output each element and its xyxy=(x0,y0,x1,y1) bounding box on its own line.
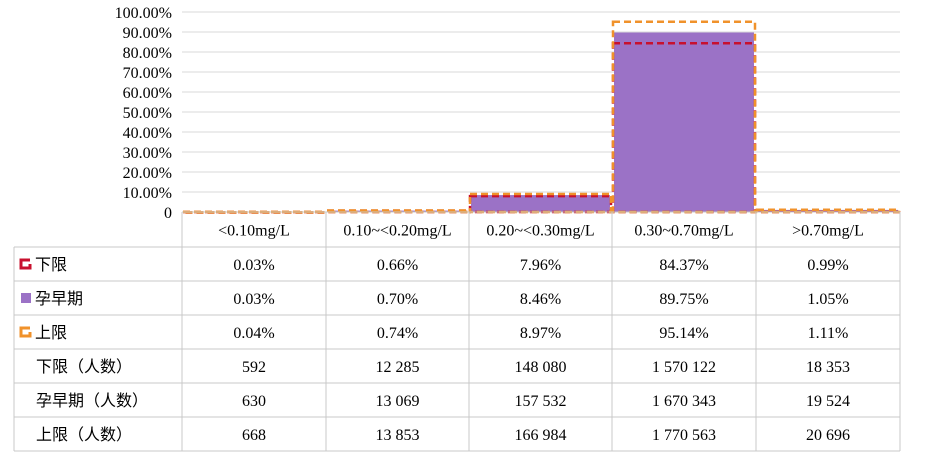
bar-outline-上限 xyxy=(468,192,613,214)
data-label: 95.14% xyxy=(659,325,708,342)
count-value: 13 853 xyxy=(376,427,420,444)
data-label: 0.04% xyxy=(233,325,274,342)
y-tick-label: 40.00% xyxy=(123,125,172,142)
count-value: 668 xyxy=(242,427,266,444)
legend-marker-上限 xyxy=(19,326,32,338)
data-label: 0.03% xyxy=(233,257,274,274)
data-label: 0.66% xyxy=(377,257,418,274)
legend-marker-下限 xyxy=(19,258,32,270)
count-value: 12 285 xyxy=(376,359,420,376)
category-label: >0.70mg/L xyxy=(792,223,864,240)
category-label: 0.20~<0.30mg/L xyxy=(486,223,594,240)
data-table: <0.10mg/L 0.10~<0.20mg/L 0.20~<0.30mg/L 0.3… xyxy=(13,211,901,452)
bar-孕早期 xyxy=(471,195,610,212)
count-value: 1 770 563 xyxy=(652,427,716,444)
y-tick-label: 10.00% xyxy=(123,185,172,202)
data-label: 0.74% xyxy=(377,325,418,342)
y-tick-label: 100.00% xyxy=(115,5,172,22)
data-label: 0.03% xyxy=(233,291,274,308)
y-tick-label: 80.00% xyxy=(123,45,172,62)
count-value: 592 xyxy=(242,359,266,376)
data-label: 8.46% xyxy=(520,291,561,308)
count-value: 20 696 xyxy=(806,427,850,444)
bar-outline-上限 xyxy=(611,20,757,214)
data-label: 1.05% xyxy=(807,291,848,308)
y-tick-label: 90.00% xyxy=(123,25,172,42)
category-label: <0.10mg/L xyxy=(218,223,290,240)
count-value: 13 069 xyxy=(376,393,420,410)
y-tick-label: 0 xyxy=(164,205,172,222)
y-tick-label: 70.00% xyxy=(123,65,172,82)
gridlines xyxy=(182,11,900,213)
data-label: 8.97% xyxy=(520,325,561,342)
data-label: 1.11% xyxy=(808,325,849,342)
data-label: 84.37% xyxy=(659,257,708,274)
bar-孕早期 xyxy=(614,32,754,212)
legend-label: 下限 xyxy=(35,255,67,274)
count-value: 148 080 xyxy=(515,359,567,376)
y-tick-label: 20.00% xyxy=(123,165,172,182)
y-tick-label: 60.00% xyxy=(123,85,172,102)
count-value: 1 670 343 xyxy=(652,393,716,410)
count-value: 19 524 xyxy=(806,393,850,410)
y-tick-label: 50.00% xyxy=(123,105,172,122)
data-label: 0.99% xyxy=(807,257,848,274)
count-row-label: 孕早期（人数） xyxy=(36,391,148,410)
legend-label: 上限 xyxy=(35,323,67,342)
count-value: 1 570 122 xyxy=(652,359,716,376)
bar-outline-下限 xyxy=(468,194,613,214)
count-value: 18 353 xyxy=(806,359,850,376)
y-axis-tick-labels: 100.00% 90.00% 80.00% 70.00% 60.00% 50.00% 40.… xyxy=(115,5,172,222)
bars xyxy=(181,20,901,214)
y-tick-label: 30.00% xyxy=(123,145,172,162)
data-label: 7.96% xyxy=(520,257,561,274)
data-label: 89.75% xyxy=(659,291,708,308)
count-row-label: 下限（人数） xyxy=(36,357,132,376)
legend-label: 孕早期 xyxy=(35,289,83,308)
category-label: 0.30~0.70mg/L xyxy=(634,223,733,240)
data-label: 0.70% xyxy=(377,291,418,308)
count-value: 157 532 xyxy=(515,393,567,410)
category-label: 0.10~<0.20mg/L xyxy=(343,223,451,240)
count-value: 166 984 xyxy=(515,427,567,444)
count-value: 630 xyxy=(242,393,266,410)
count-row-label: 上限（人数） xyxy=(36,425,132,444)
legend-marker-孕早期 xyxy=(21,293,31,303)
